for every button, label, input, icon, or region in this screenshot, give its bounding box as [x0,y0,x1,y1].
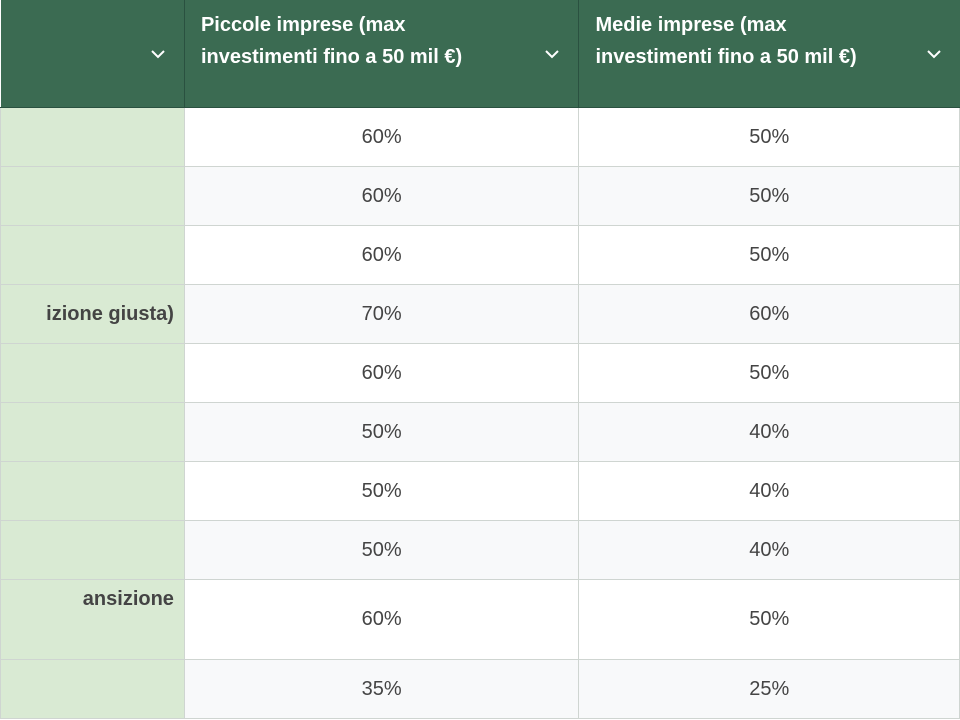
row-label-cell[interactable] [0,225,185,285]
table-row: 50% 40% [0,461,960,521]
small-business-cell[interactable]: 50% [183,520,580,580]
table-row: 60% 50% [0,343,960,403]
small-business-cell[interactable]: 35% [183,659,580,719]
table-row: 35% 25% [0,659,960,719]
header-row: Piccole imprese (max investimenti fino a… [0,0,960,108]
row-label-cell[interactable]: ansizione [0,579,185,660]
column-header-label: Medie imprese (max investimenti fino a 5… [595,14,857,68]
small-business-cell[interactable]: 70% [183,284,580,344]
small-business-cell[interactable]: 60% [183,225,580,285]
small-business-cell[interactable]: 60% [183,343,580,403]
medium-business-cell[interactable]: 50% [578,343,960,403]
table-row: 60% 50% [0,225,960,285]
row-label-cell[interactable] [0,402,185,462]
medium-business-cell[interactable]: 25% [578,659,960,719]
table-row: izione giusta) 70% 60% [0,284,960,344]
medium-business-cell[interactable]: 50% [578,107,960,167]
column-header-label: Piccole imprese (max investimenti fino a… [200,14,463,68]
medium-business-cell[interactable]: 50% [578,579,960,660]
chevron-down-icon[interactable] [542,44,562,64]
small-business-cell[interactable]: 60% [183,579,580,660]
chevron-down-icon[interactable] [924,44,944,64]
medium-business-cell[interactable]: 60% [578,284,960,344]
row-label-cell[interactable] [0,520,185,580]
medium-business-cell[interactable]: 40% [578,520,960,580]
row-label-cell[interactable] [0,461,185,521]
column-header-medium-businesses[interactable]: Medie imprese (max investimenti fino a 5… [578,0,960,108]
table-row: 60% 50% [0,107,960,167]
small-business-cell[interactable]: 50% [183,402,580,462]
table-row: 60% 50% [0,166,960,226]
medium-business-cell[interactable]: 40% [578,461,960,521]
row-label-cell[interactable] [0,343,185,403]
medium-business-cell[interactable]: 40% [578,402,960,462]
row-label-cell[interactable] [0,166,185,226]
small-business-cell[interactable]: 60% [183,107,580,167]
row-label-cell[interactable] [0,107,185,167]
table-row: 50% 40% [0,520,960,580]
small-business-cell[interactable]: 60% [183,166,580,226]
medium-business-cell[interactable]: 50% [578,225,960,285]
column-header-region[interactable] [0,0,185,108]
table-row: 50% 40% [0,402,960,462]
row-label-cell[interactable] [0,659,185,719]
table-row: ansizione 60% 50% [0,579,960,660]
row-label-cell[interactable]: izione giusta) [0,284,185,344]
chevron-down-icon[interactable] [148,44,168,64]
medium-business-cell[interactable]: 50% [578,166,960,226]
column-header-small-businesses[interactable]: Piccole imprese (max investimenti fino a… [184,0,580,108]
small-business-cell[interactable]: 50% [183,461,580,521]
